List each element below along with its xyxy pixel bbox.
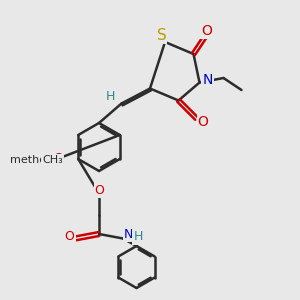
Text: H: H	[133, 230, 143, 244]
Text: O: O	[198, 115, 208, 128]
Text: N: N	[124, 228, 133, 242]
Text: H: H	[105, 90, 115, 104]
Text: O: O	[202, 24, 212, 38]
Text: O: O	[95, 184, 104, 197]
Text: S: S	[157, 28, 166, 43]
Text: O: O	[53, 152, 63, 165]
Text: O: O	[65, 230, 74, 244]
Text: N: N	[202, 73, 213, 87]
Text: methoxy: methoxy	[10, 154, 59, 165]
Text: CH₃: CH₃	[42, 154, 63, 165]
